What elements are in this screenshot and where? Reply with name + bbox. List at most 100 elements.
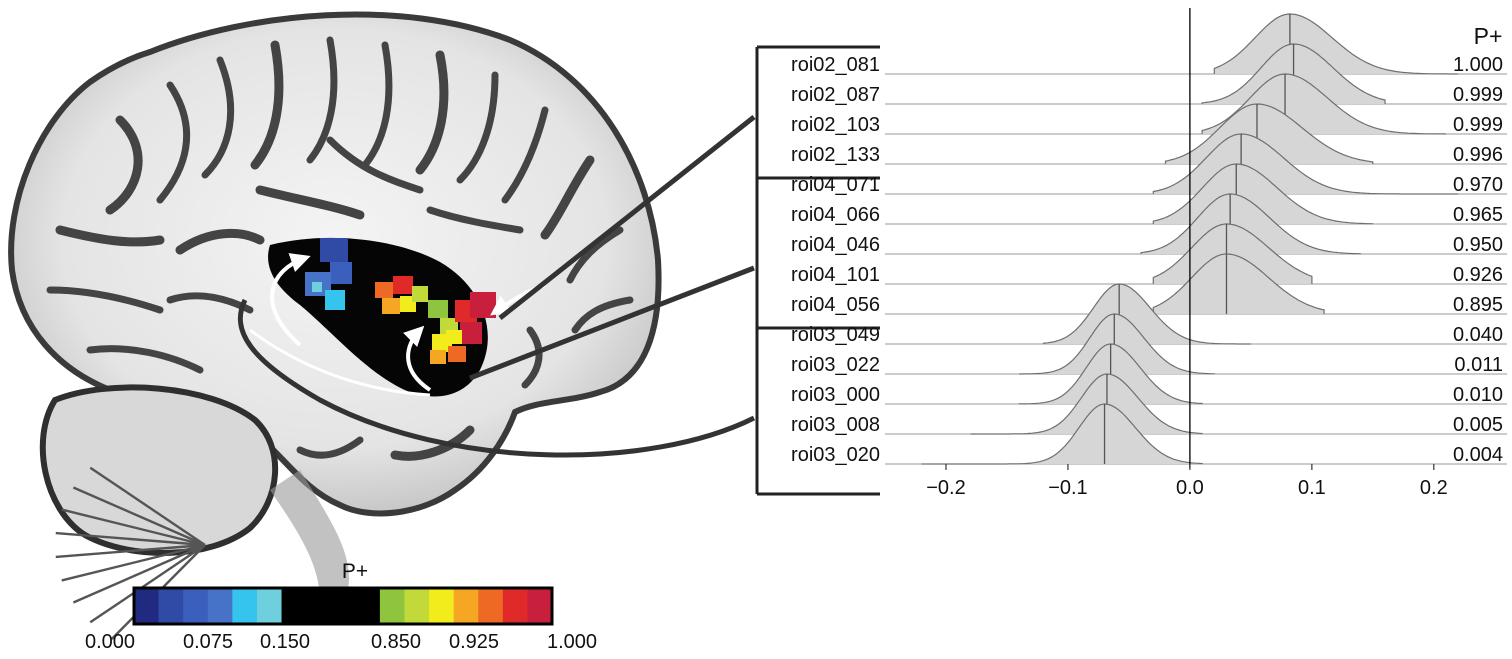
colorbar-swatch (478, 588, 504, 624)
p-plus-value: 0.965 (1453, 204, 1503, 226)
row-label: roi02_087 (791, 84, 880, 106)
row-label: roi04_066 (791, 204, 880, 226)
folium (55, 531, 206, 547)
ridge-fill (1153, 254, 1325, 314)
sulcus (86, 345, 204, 374)
x-tick-label: 0.0 (1176, 477, 1204, 499)
roi-voxel (460, 322, 482, 344)
colorbar-tick-labels: 0.000 0.075 0.150 0.850 0.925 1.000 (85, 631, 597, 653)
roi-voxel (448, 346, 466, 362)
connector-roi02 (498, 115, 756, 320)
x-axis: −0.2 −0.1 0.0 0.1 0.2 (926, 464, 1448, 499)
group-connectors (237, 115, 756, 458)
colorbar-swatch (453, 588, 479, 624)
colorbar-tick-label: 0.925 (449, 631, 499, 653)
row-label: roi03_008 (791, 414, 880, 436)
colorbar-swatch (502, 588, 529, 624)
sulcus (501, 106, 549, 204)
ridge-fill (921, 404, 1203, 464)
ridge-roi02_081 (885, 13, 1507, 75)
ridge-fill (970, 374, 1203, 434)
colorbar-swatch (183, 588, 209, 624)
brainstem (270, 470, 349, 600)
row-label: roi03_000 (791, 384, 880, 406)
ridge-curve (970, 373, 1203, 435)
p-plus-value: 0.999 (1453, 84, 1503, 106)
colorbar-swatch (207, 588, 233, 624)
sulcus (156, 81, 191, 204)
roi-voxel (320, 238, 348, 262)
roi-overlay (305, 238, 496, 364)
colorbar (132, 586, 554, 626)
arrow-roi04 (403, 325, 432, 392)
ridge-fill (1019, 314, 1215, 374)
x-tick-label: −0.2 (926, 477, 965, 499)
sulcus (175, 228, 265, 255)
ridge-curve (1213, 13, 1459, 75)
sulcus (426, 206, 524, 234)
ridge-curve (921, 403, 1203, 465)
row-labels: roi02_081 roi02_087 roi02_103 roi02_133 roi0… (791, 54, 880, 466)
group-brackets (755, 45, 880, 496)
sulcus (521, 326, 543, 389)
colorbar-swatch (134, 588, 160, 624)
ridge-fill (1214, 14, 1459, 74)
connector-roi04 (469, 265, 755, 381)
x-tick-label: −0.1 (1048, 477, 1087, 499)
roi-voxel (393, 276, 413, 294)
colorbar-swatch (404, 588, 430, 624)
p-plus-value: 0.926 (1453, 264, 1503, 286)
sulcus (201, 56, 235, 179)
p-plus-value: 0.010 (1453, 384, 1503, 406)
colorbar-tick-label: 0.000 (85, 631, 135, 653)
row-label: roi03_049 (791, 324, 880, 346)
row-label: roi04_071 (791, 174, 880, 196)
folium (89, 544, 206, 624)
ridge-curve (1140, 193, 1362, 255)
colorbar-swatch (306, 588, 332, 624)
sulcus (55, 225, 165, 247)
folium (61, 543, 206, 582)
folium (89, 466, 206, 546)
ridge-curve (1152, 223, 1313, 284)
ridge-curve (1019, 313, 1215, 375)
colorbar-swatch (281, 588, 307, 624)
colorbar-swatch (256, 588, 283, 624)
colorbar-swatch (379, 588, 406, 624)
p-plus-value: 0.895 (1453, 294, 1503, 316)
ridge-roi04_101 (885, 223, 1507, 285)
arrow-roi04-long (249, 328, 431, 397)
cortical-folds (46, 36, 634, 461)
sulcus (250, 40, 284, 170)
sulcus (105, 115, 143, 215)
ridge-curve (1164, 103, 1374, 164)
roi-voxel (375, 282, 393, 298)
row-label: roi04_056 (791, 294, 880, 316)
colorbar-swatch (527, 588, 553, 624)
colorbar-swatch (232, 588, 258, 624)
p-plus-values: 1.000 0.999 0.999 0.996 0.970 0.965 0.950 0.926… (1453, 54, 1503, 466)
ridge-curve (1152, 133, 1459, 195)
colorbar-tick-label: 0.850 (371, 631, 421, 653)
colorbar-swatch (429, 588, 455, 624)
ridge-curve (1152, 253, 1325, 314)
p-plus-value: 0.970 (1453, 174, 1503, 196)
sulcus (540, 155, 595, 240)
roi-voxel (382, 298, 400, 314)
colorbar-tick-label: 1.000 (547, 631, 597, 653)
p-plus-value: 0.004 (1453, 444, 1503, 466)
folium (72, 543, 206, 604)
roi-voxel (470, 292, 496, 318)
ridge-roi03_020 (885, 403, 1507, 465)
p-plus-value: 0.999 (1453, 114, 1503, 136)
ridge-fill (1153, 224, 1312, 284)
connector-roi03 (237, 298, 756, 458)
arrow-roi03 (270, 253, 311, 347)
colorbar-tick-label: 0.075 (183, 631, 233, 653)
sulcus (361, 41, 393, 169)
roi-voxel (325, 290, 345, 310)
cerebellum (39, 384, 278, 556)
sulcus (46, 286, 164, 314)
p-plus-value: 1.000 (1453, 54, 1503, 76)
